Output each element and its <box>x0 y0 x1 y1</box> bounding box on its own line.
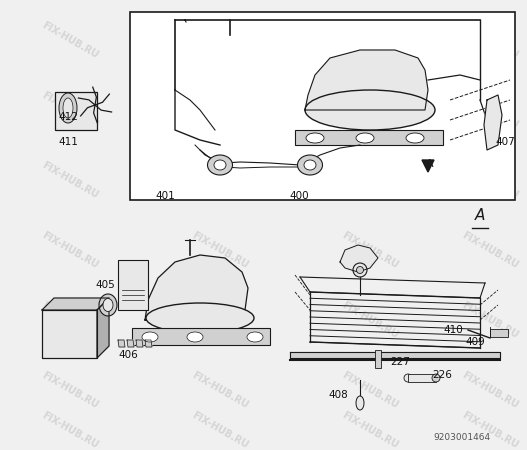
Ellipse shape <box>103 298 113 311</box>
Polygon shape <box>290 352 500 358</box>
Polygon shape <box>42 298 109 310</box>
Text: FIX-HUB.RU: FIX-HUB.RU <box>190 160 250 200</box>
Bar <box>375 350 381 368</box>
Text: 407: 407 <box>495 137 515 147</box>
Text: FIX-HUB.RU: FIX-HUB.RU <box>190 230 250 270</box>
Text: FIX-HUB.RU: FIX-HUB.RU <box>340 370 400 410</box>
Ellipse shape <box>298 155 323 175</box>
Ellipse shape <box>406 133 424 143</box>
Text: FIX-HUB.RU: FIX-HUB.RU <box>40 90 100 130</box>
Polygon shape <box>118 340 125 347</box>
Text: 9203001464: 9203001464 <box>433 433 490 442</box>
Ellipse shape <box>306 133 324 143</box>
Text: 410: 410 <box>443 325 463 335</box>
Text: FIX-HUB.RU: FIX-HUB.RU <box>340 90 400 130</box>
Text: FIX-HUB.RU: FIX-HUB.RU <box>340 230 400 270</box>
Bar <box>42 310 97 358</box>
Bar <box>42 310 97 358</box>
Text: FIX-HUB.RU: FIX-HUB.RU <box>460 230 520 270</box>
Text: FIX-HUB.RU: FIX-HUB.RU <box>190 300 250 340</box>
Ellipse shape <box>404 374 412 382</box>
Ellipse shape <box>142 332 158 342</box>
Text: 400: 400 <box>289 191 309 201</box>
Text: 405: 405 <box>95 280 115 290</box>
Text: FIX-HUB.RU: FIX-HUB.RU <box>40 160 100 200</box>
Text: FIX-HUB.RU: FIX-HUB.RU <box>460 410 520 450</box>
Ellipse shape <box>353 263 367 277</box>
Text: FIX-HUB.RU: FIX-HUB.RU <box>40 410 100 450</box>
Bar <box>130 12 515 200</box>
Text: FIX-HUB.RU: FIX-HUB.RU <box>460 370 520 410</box>
Text: FIX-HUB.RU: FIX-HUB.RU <box>40 300 100 340</box>
Text: FIX-HUB.RU: FIX-HUB.RU <box>190 410 250 450</box>
Ellipse shape <box>247 332 263 342</box>
Ellipse shape <box>356 396 364 410</box>
Polygon shape <box>136 340 143 347</box>
Polygon shape <box>305 50 428 110</box>
Polygon shape <box>484 95 502 150</box>
Text: FIX-HUB.RU: FIX-HUB.RU <box>460 300 520 340</box>
Text: A: A <box>475 208 485 223</box>
Polygon shape <box>145 255 248 320</box>
Text: FIX-HUB.RU: FIX-HUB.RU <box>340 300 400 340</box>
Bar <box>132 328 270 345</box>
Polygon shape <box>127 340 134 347</box>
Ellipse shape <box>356 133 374 143</box>
Bar <box>295 130 443 145</box>
Bar <box>408 374 436 382</box>
Ellipse shape <box>356 266 364 274</box>
Ellipse shape <box>146 303 254 333</box>
Ellipse shape <box>99 294 117 316</box>
Polygon shape <box>340 245 378 272</box>
Text: 226: 226 <box>432 370 452 380</box>
Text: FIX-HUB.RU: FIX-HUB.RU <box>340 160 400 200</box>
Text: FIX-HUB.RU: FIX-HUB.RU <box>190 90 250 130</box>
Ellipse shape <box>432 374 440 382</box>
Text: FIX-HUB.RU: FIX-HUB.RU <box>40 230 100 270</box>
Bar <box>55 92 97 130</box>
Ellipse shape <box>208 155 232 175</box>
Ellipse shape <box>187 332 203 342</box>
Text: FIX-HUB.RU: FIX-HUB.RU <box>460 160 520 200</box>
Text: 409: 409 <box>465 337 485 347</box>
Ellipse shape <box>59 93 77 123</box>
Polygon shape <box>422 160 434 172</box>
Ellipse shape <box>304 160 316 170</box>
Polygon shape <box>145 340 152 347</box>
Polygon shape <box>97 298 109 358</box>
Ellipse shape <box>63 98 73 118</box>
Text: FIX-HUB.RU: FIX-HUB.RU <box>460 20 520 60</box>
Text: FIX-HUB.RU: FIX-HUB.RU <box>460 90 520 130</box>
Text: FIX-HUB.RU: FIX-HUB.RU <box>40 370 100 410</box>
Text: 227: 227 <box>390 357 410 367</box>
Text: 406: 406 <box>118 350 138 360</box>
Text: FIX-HUB.RU: FIX-HUB.RU <box>190 20 250 60</box>
Ellipse shape <box>305 90 435 130</box>
Ellipse shape <box>214 160 226 170</box>
Bar <box>490 329 508 337</box>
Text: 412: 412 <box>58 112 78 122</box>
Text: FIX-HUB.RU: FIX-HUB.RU <box>340 410 400 450</box>
Text: FIX-HUB.RU: FIX-HUB.RU <box>190 370 250 410</box>
Text: 408: 408 <box>328 390 348 400</box>
Text: A: A <box>426 159 434 169</box>
Text: 401: 401 <box>155 191 175 201</box>
Text: FIX-HUB.RU: FIX-HUB.RU <box>40 20 100 60</box>
Text: 411: 411 <box>58 137 78 147</box>
Bar <box>118 260 148 310</box>
Text: FIX-HUB.RU: FIX-HUB.RU <box>340 20 400 60</box>
